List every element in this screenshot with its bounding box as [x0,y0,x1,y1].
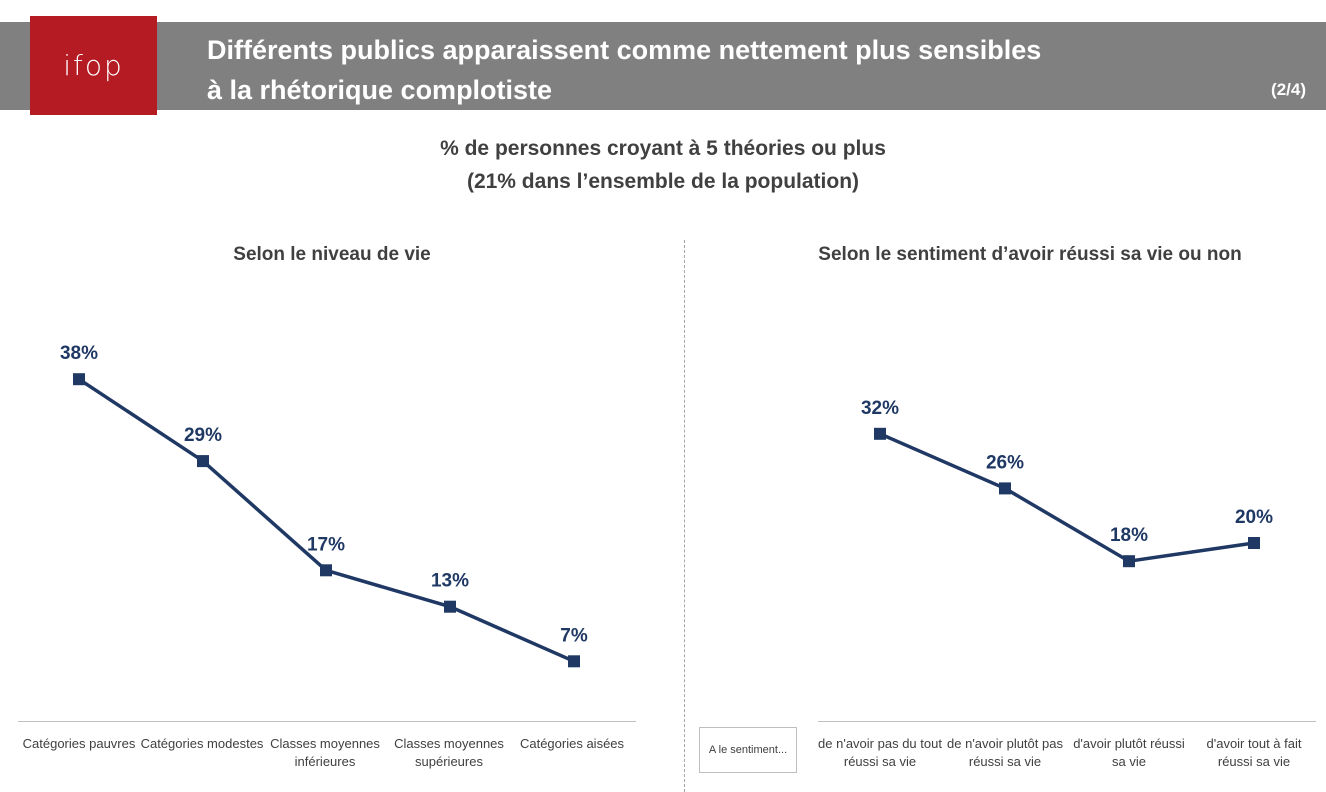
niveau-de-vie-series-line [78,377,575,663]
right-category-label: de n'avoir pas du tout réussi sa vie [818,736,942,769]
niveau-de-vie-data-point [197,455,209,468]
sentiment-data-label: 18% [1110,525,1148,546]
sentiment-data-label: 32% [861,398,899,419]
sentiment-data-point [874,427,886,440]
niveau-de-vie-data-label: 29% [184,425,222,446]
left-panel-title: Selon le niveau de vie [233,244,431,265]
sentiment-data-point [1248,537,1260,549]
niveau-de-vie-data-label: 7% [560,625,588,646]
right-category-label: de n'avoir plutôt pas réussi sa vie [947,736,1063,769]
subtitle-line-2: (21% dans l’ensemble de la population) [466,170,860,193]
left-category-label: Catégories pauvres [22,736,136,751]
left-category-label: Classes moyennes inférieures [270,736,380,769]
page-number: (2/4) [1271,80,1306,99]
subtitle-line-1: % de personnes croyant à 5 théories ou p… [440,137,886,160]
row-header-box: A le sentiment... [699,727,797,773]
sentiment-data-point [1123,555,1135,568]
sentiment-data-label: 20% [1235,507,1273,528]
sentiment-data-point [999,482,1011,495]
chart-subtitle: % de personnes croyant à 5 théories ou p… [0,132,1326,198]
header-bar [0,22,1326,110]
right-panel-title: Selon le sentiment d’avoir réussi sa vie… [818,244,1242,265]
panel-divider [684,240,685,792]
title-line-1: Différents publics apparaissent comme ne… [207,35,1042,65]
niveau-de-vie-data-label: 17% [307,534,345,555]
left-category-label: Catégories aisées [519,736,625,751]
left-category-label: Catégories modestes [140,736,264,751]
niveau-de-vie-data-label: 38% [60,343,98,364]
left-axis-line [18,721,636,722]
right-category-label: d'avoir tout à fait réussi sa vie [1206,736,1302,769]
niveau-de-vie-data-point [568,655,580,668]
title-line-2: à la rhétorique complotiste [207,75,553,105]
niveau-de-vie-data-point [73,373,85,386]
niveau-de-vie-data-label: 13% [431,571,469,592]
left-category-label: Classes moyennes supérieures [394,736,504,769]
sentiment-data-label: 26% [986,452,1024,473]
ifop-logo: ifop [30,16,157,115]
page-title: Différents publics apparaissent comme ne… [207,30,1041,110]
niveau-de-vie-data-point [320,564,332,577]
sentiment-series-line [879,432,1255,564]
niveau-de-vie-data-point [444,600,456,613]
right-category-label: d'avoir plutôt réussi sa vie [1073,736,1185,769]
right-axis-line [818,721,1316,722]
